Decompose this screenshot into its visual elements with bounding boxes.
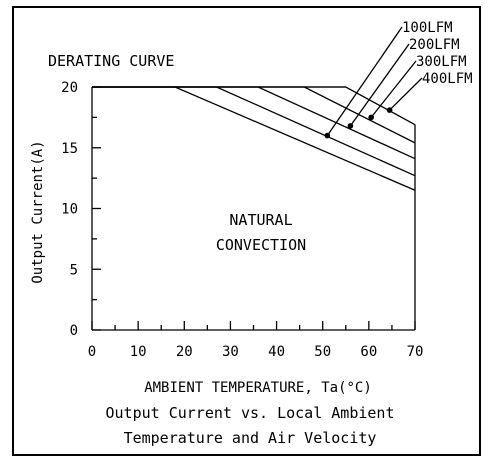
x-tick-label: 70 — [407, 344, 424, 360]
x-tick-label: 10 — [130, 344, 147, 360]
series-line-300lfm — [92, 86, 416, 144]
callout-label: 200LFM — [409, 37, 460, 53]
series-lines — [92, 86, 416, 191]
region-label-line-1: NATURAL — [229, 211, 292, 229]
figure-frame — [12, 6, 481, 456]
series-line-100lfm — [92, 86, 416, 177]
y-tick-label: 5 — [70, 262, 78, 278]
ticks: 0 10 20 30 40 50 60 70 0 5 10 15 20 — [61, 80, 423, 360]
region-label-line-2: CONVECTION — [216, 236, 306, 254]
caption-line-1: Output Current vs. Local Ambient — [106, 404, 395, 422]
x-tick-label: 0 — [88, 344, 96, 360]
x-tick-label: 20 — [176, 344, 193, 360]
x-tick-label: 40 — [268, 344, 285, 360]
y-tick-label: 20 — [61, 80, 78, 96]
series-line-400lfm — [92, 86, 416, 126]
callout-leader — [389, 77, 423, 111]
x-tick-label: 60 — [360, 344, 377, 360]
chart-title: DERATING CURVE — [48, 52, 174, 70]
callout-leader — [349, 43, 410, 127]
y-axis-label: Output Current(A) — [30, 140, 46, 283]
x-axis-label: AMBIENT TEMPERATURE, Ta(°C) — [144, 380, 372, 396]
y-tick-label: 0 — [70, 323, 78, 339]
x-tick-label: 30 — [222, 344, 239, 360]
x-tick-label: 50 — [314, 344, 331, 360]
y-tick-label: 15 — [61, 141, 78, 157]
callout-leader — [326, 26, 403, 136]
callout-label: 300LFM — [416, 54, 467, 70]
callout-label: 400LFM — [422, 71, 473, 87]
callout-label: 100LFM — [402, 20, 453, 36]
axes — [91, 86, 416, 331]
y-tick-label: 10 — [61, 202, 78, 218]
caption-line-2: Temperature and Air Velocity — [124, 429, 377, 447]
callout-leader — [370, 60, 417, 118]
